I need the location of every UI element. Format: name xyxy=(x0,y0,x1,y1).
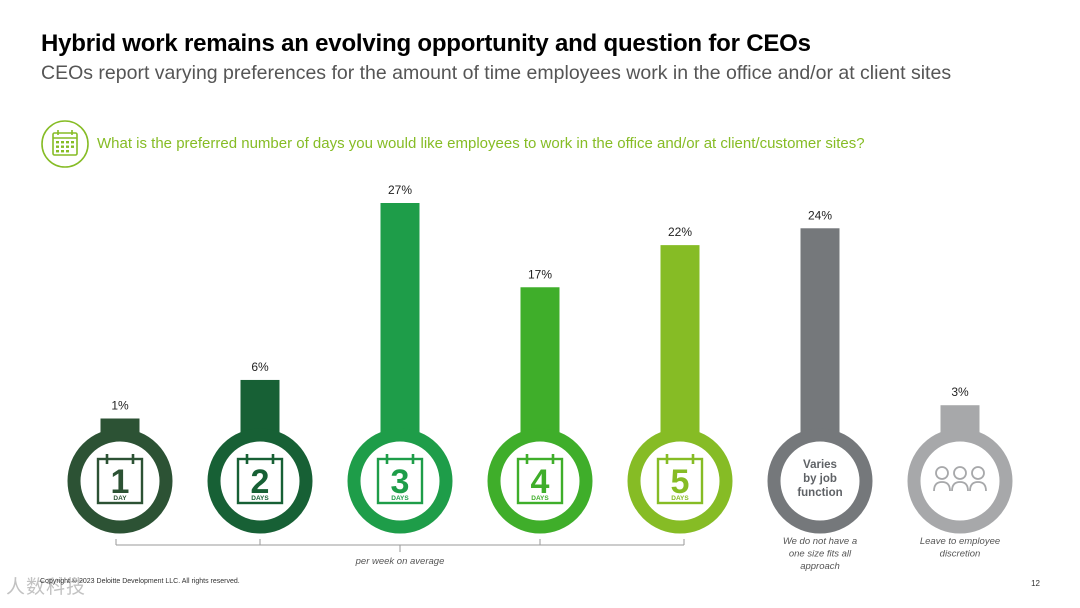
day-number: 1 xyxy=(111,463,130,501)
caption-text: Leave to employee xyxy=(920,536,1000,547)
caption-text: discretion xyxy=(940,549,981,560)
bar-ring xyxy=(907,428,1013,534)
page-title: Hybrid work remains an evolving opportun… xyxy=(41,30,811,57)
calendar-icon xyxy=(516,457,564,505)
people-icon xyxy=(933,466,987,492)
day-number: 3 xyxy=(391,463,410,501)
data-label: 3% xyxy=(951,385,969,399)
data-label: 24% xyxy=(808,208,832,222)
caption-text: approach xyxy=(800,561,840,572)
data-label: 17% xyxy=(528,267,552,281)
watermark-text: 人数科技 xyxy=(6,577,87,598)
calendar-icon xyxy=(236,457,284,505)
data-label: 22% xyxy=(668,225,692,239)
page-subtitle: CEOs report varying preferences for the … xyxy=(41,62,952,84)
calendar-icon xyxy=(656,457,704,505)
day-number: 4 xyxy=(531,463,550,501)
day-unit: DAYS xyxy=(251,495,269,502)
bar xyxy=(380,203,420,439)
bracket-label: per week on average xyxy=(355,556,445,567)
caption-text: We do not have a xyxy=(783,536,857,547)
survey-question: What is the preferred number of days you… xyxy=(97,135,865,152)
bar xyxy=(660,245,700,439)
caption-text: one size fits all xyxy=(789,549,852,560)
day-number: 5 xyxy=(671,463,690,501)
day-unit: DAYS xyxy=(531,495,549,502)
varies-label: by job xyxy=(803,473,837,485)
data-label: 6% xyxy=(251,360,269,374)
varies-label: Varies xyxy=(803,459,837,471)
bar xyxy=(800,228,840,439)
calendar-icon xyxy=(96,457,144,505)
page-number: 12 xyxy=(1031,579,1040,588)
day-unit: DAYS xyxy=(391,495,409,502)
day-unit: DAYS xyxy=(671,495,689,502)
bar xyxy=(520,287,560,439)
data-label: 27% xyxy=(388,183,412,197)
calendar-icon xyxy=(376,457,424,505)
day-unit: DAY xyxy=(113,495,127,502)
bar-ring xyxy=(767,428,873,534)
day-number: 2 xyxy=(251,463,270,501)
varies-label: function xyxy=(797,487,842,499)
data-label: 1% xyxy=(111,399,129,413)
calendar-icon xyxy=(41,120,89,168)
copyright-text: Copyright © 2023 Deloitte Development LL… xyxy=(40,578,240,585)
